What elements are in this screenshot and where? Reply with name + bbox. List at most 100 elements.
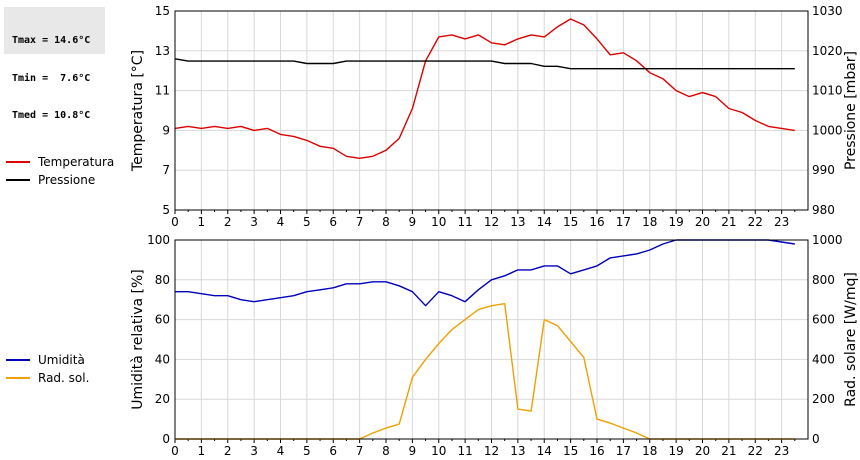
chart2-y2-tick-label: 0 bbox=[812, 432, 820, 446]
legend-item-temperatura: Temperatura bbox=[6, 153, 114, 171]
chart1-x-tick-label: 1 bbox=[198, 215, 206, 229]
chart1-y2-tick-label: 980 bbox=[812, 203, 835, 217]
legend-swatch-umidita bbox=[6, 359, 30, 361]
chart1-x-tick-label: 6 bbox=[329, 215, 337, 229]
chart2-y-tick-label: 40 bbox=[155, 352, 170, 366]
chart1-y-tick-label: 5 bbox=[162, 203, 170, 217]
chart1-y2label: Pressione [mbar] bbox=[843, 51, 859, 170]
chart1-y2-tick-label: 1020 bbox=[812, 44, 843, 58]
legend-swatch-radsol bbox=[6, 377, 30, 379]
chart2-y2-tick-label: 1000 bbox=[812, 233, 843, 247]
legend-swatch-pressione bbox=[6, 179, 30, 181]
legend-swatch-temperatura bbox=[6, 161, 30, 163]
chart1-x-tick-label: 22 bbox=[748, 215, 763, 229]
legend-label-temperatura: Temperatura bbox=[38, 155, 115, 169]
chart1-x-tick-label: 7 bbox=[356, 215, 364, 229]
chart1-x-tick-label: 8 bbox=[382, 215, 390, 229]
chart2-y-tick-label: 0 bbox=[162, 432, 170, 446]
legend-item-pressione: Pressione bbox=[6, 171, 114, 189]
chart1-y-tick-label: 13 bbox=[155, 44, 170, 58]
legend-item-radsol: Rad. sol. bbox=[6, 369, 89, 387]
chart1-x-tick-label: 0 bbox=[171, 215, 179, 229]
chart1-x-tick-label: 14 bbox=[537, 215, 552, 229]
chart2-x-tick-label: 13 bbox=[510, 444, 525, 458]
legend-label-pressione: Pressione bbox=[38, 173, 96, 187]
chart1-y2-tick-label: 1030 bbox=[812, 4, 843, 18]
legend-label-umidita: Umidità bbox=[38, 353, 85, 367]
chart2-y-tick-label: 80 bbox=[155, 273, 170, 287]
chart2-x-tick-label: 6 bbox=[329, 444, 337, 458]
chart2-x-tick-label: 20 bbox=[695, 444, 710, 458]
chart2-y-tick-label: 100 bbox=[147, 233, 170, 247]
chart2-x-tick-label: 21 bbox=[721, 444, 736, 458]
stat-tmax: Tmax = 14.6°C bbox=[12, 35, 91, 46]
chart2-y2label: Rad. solare [W/mq] bbox=[843, 272, 859, 407]
chart2-y2-tick-label: 200 bbox=[812, 392, 835, 406]
legend-bottom: Umidità Rad. sol. bbox=[6, 351, 89, 387]
chart2-x-tick-label: 18 bbox=[642, 444, 657, 458]
chart1-y-tick-label: 9 bbox=[162, 123, 170, 137]
chart2-x-tick-label: 9 bbox=[409, 444, 417, 458]
legend-top: Temperatura Pressione bbox=[6, 153, 114, 189]
chart1-x-tick-label: 4 bbox=[277, 215, 285, 229]
stats-box: Tmax = 14.6°C Tmin = 7.6°C Tmed = 10.8°C bbox=[4, 7, 105, 121]
legend-item-umidita: Umidità bbox=[6, 351, 89, 369]
chart2-series-secondary-line bbox=[175, 303, 795, 440]
chart2-x-tick-label: 10 bbox=[431, 444, 446, 458]
chart1-x-tick-label: 2 bbox=[224, 215, 232, 229]
chart1-x-tick-label: 16 bbox=[589, 215, 604, 229]
chart1-y2-tick-label: 1010 bbox=[812, 84, 843, 98]
chart2-x-tick-label: 19 bbox=[668, 444, 683, 458]
chart2-x-tick-label: 23 bbox=[774, 444, 789, 458]
chart1-frame bbox=[174, 10, 809, 211]
chart2-x-tick-label: 1 bbox=[198, 444, 206, 458]
chart2-y-tick-label: 20 bbox=[155, 392, 170, 406]
chart2-x-tick-label: 22 bbox=[748, 444, 763, 458]
chart2-x-tick-label: 17 bbox=[616, 444, 631, 458]
chart1-x-tick-label: 12 bbox=[484, 215, 499, 229]
chart1-x-tick-label: 13 bbox=[510, 215, 525, 229]
chart1-y2-tick-label: 1000 bbox=[812, 123, 843, 137]
chart2-x-tick-label: 15 bbox=[563, 444, 578, 458]
chart1-series-primary-line bbox=[174, 18, 795, 160]
chart2-frame bbox=[174, 239, 809, 440]
chart1-y-tick-label: 15 bbox=[155, 4, 170, 18]
chart2-x-tick-label: 14 bbox=[537, 444, 552, 458]
chart2-x-tick-label: 8 bbox=[382, 444, 390, 458]
legend-label-radsol: Rad. sol. bbox=[38, 371, 90, 385]
chart1-x-tick-label: 21 bbox=[721, 215, 736, 229]
chart1-ylabel: Temperatura [°C] bbox=[130, 50, 146, 172]
chart1-x-tick-label: 9 bbox=[409, 215, 417, 229]
chart2-ylabel: Umidità relativa [%] bbox=[130, 269, 146, 410]
chart2-x-tick-label: 11 bbox=[457, 444, 472, 458]
chart2-x-tick-label: 4 bbox=[277, 444, 285, 458]
chart2-x-tick-label: 2 bbox=[224, 444, 232, 458]
chart2-y2-tick-label: 800 bbox=[812, 273, 835, 287]
chart2-x-tick-label: 3 bbox=[250, 444, 258, 458]
chart1-y2-tick-label: 990 bbox=[812, 163, 835, 177]
chart1-y-tick-label: 11 bbox=[155, 84, 170, 98]
stat-tmin: Tmin = 7.6°C bbox=[12, 72, 91, 84]
chart1-x-tick-label: 23 bbox=[774, 215, 789, 229]
chart2-x-tick-label: 0 bbox=[171, 444, 179, 458]
chart1-x-tick-label: 18 bbox=[642, 215, 657, 229]
chart2-y-tick-label: 60 bbox=[155, 313, 170, 327]
chart1-x-tick-label: 20 bbox=[695, 215, 710, 229]
chart1-x-tick-label: 10 bbox=[431, 215, 446, 229]
chart2-x-tick-label: 5 bbox=[303, 444, 311, 458]
chart1-x-tick-label: 17 bbox=[616, 215, 631, 229]
chart1-x-tick-label: 19 bbox=[668, 215, 683, 229]
chart1-x-tick-label: 5 bbox=[303, 215, 311, 229]
chart1-x-tick-label: 3 bbox=[250, 215, 258, 229]
chart2-x-tick-label: 12 bbox=[484, 444, 499, 458]
chart2-y2-tick-label: 400 bbox=[812, 352, 835, 366]
chart1-x-tick-label: 11 bbox=[457, 215, 472, 229]
chart1-y-tick-label: 7 bbox=[162, 163, 170, 177]
chart2-x-tick-label: 7 bbox=[356, 444, 364, 458]
chart2-x-tick-label: 16 bbox=[589, 444, 604, 458]
chart1-series-secondary-line bbox=[174, 58, 795, 70]
chart2-y2-tick-label: 600 bbox=[812, 313, 835, 327]
chart1-x-tick-label: 15 bbox=[563, 215, 578, 229]
stat-tmed: Tmed = 10.8°C bbox=[12, 110, 91, 121]
